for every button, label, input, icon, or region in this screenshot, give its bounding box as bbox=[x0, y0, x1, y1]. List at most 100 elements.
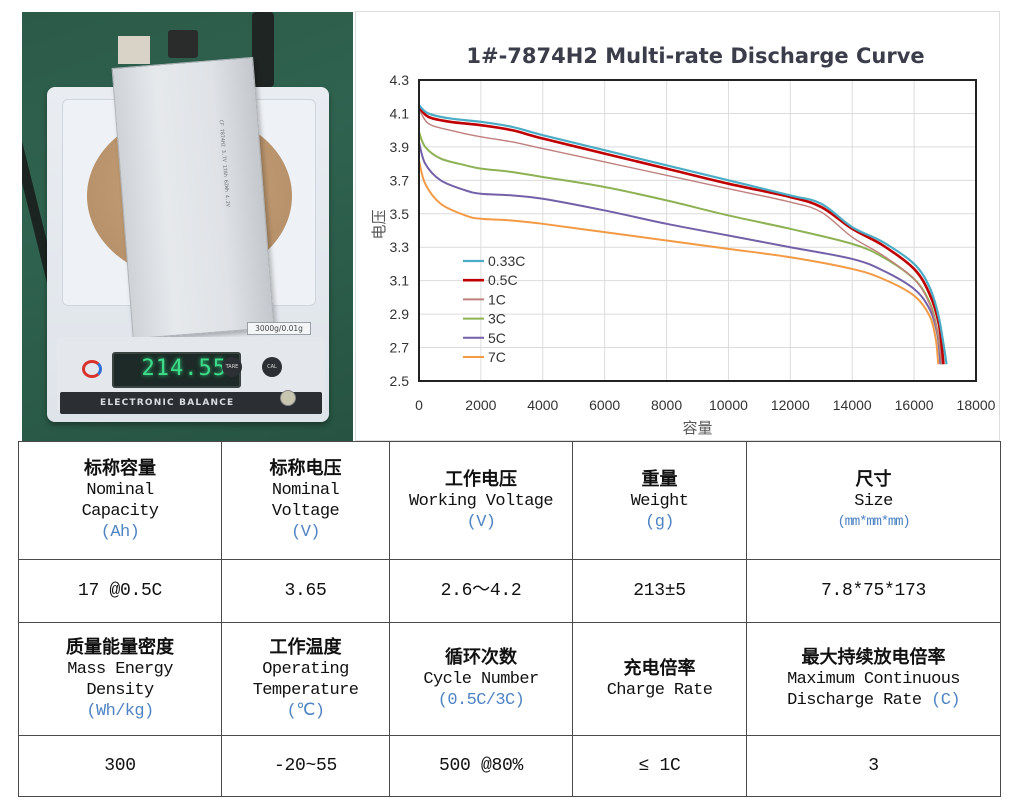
header-en: Discharge Rate (C) bbox=[747, 690, 1000, 711]
header-nominal-capacity: 标称容量 Nominal Capacity (Ah) bbox=[18, 441, 222, 560]
header-weight: 重量 Weight (g) bbox=[572, 441, 747, 560]
header-unit: (Ah) bbox=[100, 523, 140, 542]
value-operating-temperature: -20~55 bbox=[221, 735, 390, 797]
x-tick-label: 16000 bbox=[895, 397, 934, 413]
power-cable bbox=[252, 12, 274, 87]
scale-brand-text: ELECTRONIC BALANCE bbox=[100, 398, 235, 408]
header-zh: 充电倍率 bbox=[623, 657, 696, 679]
spec-value-row-1: 17 @0.5C 3.65 2.6～4.2 213±5 7.8*75*173 bbox=[18, 559, 1001, 623]
header-zh: 标称电压 bbox=[269, 458, 342, 479]
x-tick-label: 8000 bbox=[651, 397, 682, 413]
header-en: Nominal bbox=[86, 481, 154, 500]
y-tick-label: 2.9 bbox=[390, 306, 410, 322]
y-axis-ticks: 4.3 4.1 3.9 3.7 3.5 3.3 3.1 2.9 2.7 2.5 bbox=[390, 72, 410, 389]
header-working-voltage: 工作电压 Working Voltage (V) bbox=[389, 441, 573, 560]
header-en: Temperature bbox=[252, 680, 359, 700]
header-en: Mass Energy bbox=[67, 659, 173, 679]
header-en: Nominal bbox=[271, 481, 340, 500]
header-cycle-number: 循环次数 Cycle Number (0.5C/3C) bbox=[389, 622, 573, 736]
header-zh: 重量 bbox=[641, 468, 678, 490]
header-en: Voltage bbox=[271, 502, 340, 521]
value-weight: 213±5 bbox=[572, 559, 747, 623]
header-unit: (V) bbox=[291, 523, 320, 542]
header-unit: (C) bbox=[931, 691, 960, 710]
header-en: Weight bbox=[630, 491, 689, 511]
header-unit: (Wh/kg) bbox=[86, 701, 154, 721]
value-nominal-capacity: 17 @0.5C bbox=[18, 559, 222, 623]
x-tick-label: 6000 bbox=[589, 397, 620, 413]
header-en: Density bbox=[86, 680, 154, 700]
spec-table: 标称容量 Nominal Capacity (Ah) 标称电压 Nominal … bbox=[18, 441, 1001, 797]
header-operating-temperature: 工作温度 Operating Temperature (℃) bbox=[221, 622, 390, 736]
x-tick-label: 14000 bbox=[833, 397, 872, 413]
header-zh: 工作温度 bbox=[269, 636, 342, 658]
header-zh: 循环次数 bbox=[445, 647, 517, 668]
y-tick-label: 2.7 bbox=[390, 340, 410, 356]
series-line-7C bbox=[418, 160, 940, 365]
header-mass-energy-density: 质量能量密度 Mass Energy Density (Wh/kg) bbox=[18, 622, 222, 736]
header-unit: (V) bbox=[466, 512, 496, 532]
x-tick-label: 4000 bbox=[527, 397, 558, 413]
y-tick-label: 4.3 bbox=[390, 72, 410, 88]
header-size: 尺寸 Size (mm*mm*mm) bbox=[746, 441, 1001, 560]
y-tick-label: 3.9 bbox=[390, 139, 410, 155]
y-tick-label: 3.7 bbox=[390, 172, 410, 188]
scale-brand-strip bbox=[60, 392, 322, 414]
header-en-text: Discharge Rate bbox=[787, 691, 922, 710]
header-nominal-voltage: 标称电压 Nominal Voltage (V) bbox=[221, 441, 390, 560]
header-zh: 质量能量密度 bbox=[66, 636, 174, 658]
value-nominal-voltage: 3.65 bbox=[221, 559, 390, 623]
header-en: Capacity bbox=[81, 502, 159, 521]
scale-reading: 214.55 bbox=[141, 356, 227, 381]
x-tick-label: 10000 bbox=[709, 397, 748, 413]
series-line-0.5C bbox=[417, 105, 945, 365]
series-line-5C bbox=[418, 141, 942, 365]
header-en: Maximum Continuous bbox=[787, 670, 960, 689]
value-cycle-number: 500 @80% bbox=[389, 735, 573, 797]
x-tick-label: 12000 bbox=[771, 397, 810, 413]
x-tick-label: 0 bbox=[415, 397, 423, 413]
legend-label: 5C bbox=[488, 330, 506, 346]
x-tick-label: 2000 bbox=[465, 397, 496, 413]
header-unit: (mm*mm*mm) bbox=[837, 513, 910, 530]
value-mass-energy-density: 300 bbox=[18, 735, 222, 797]
header-en: Cycle Number bbox=[423, 670, 539, 689]
chart-legend: 0.33C 0.5C 1C 3C 5C 7C bbox=[463, 253, 525, 365]
plot-frame bbox=[418, 79, 977, 382]
series-line-0.33C bbox=[418, 104, 948, 365]
header-zh: 尺寸 bbox=[855, 468, 892, 490]
battery-tab-positive bbox=[118, 36, 150, 64]
header-unit: (0.5C/3C) bbox=[437, 691, 525, 710]
battery-tab-negative bbox=[168, 30, 198, 58]
legend-label: 3C bbox=[488, 311, 506, 327]
header-charge-rate: 充电倍率 Charge Rate bbox=[572, 622, 747, 736]
chart-series bbox=[417, 104, 948, 365]
header-zh: 工作电压 bbox=[445, 468, 517, 490]
y-tick-label: 4.1 bbox=[390, 105, 410, 121]
header-en: Working Voltage bbox=[408, 491, 554, 511]
header-unit: (g) bbox=[645, 512, 674, 532]
y-tick-label: 3.3 bbox=[390, 239, 410, 255]
x-axis-ticks: 0 2000 4000 6000 8000 10000 12000 14000 16000 180… bbox=[415, 397, 996, 413]
x-tick-label: 18000 bbox=[957, 397, 996, 413]
scale-capacity-label: 3000g/0.01g bbox=[247, 322, 311, 335]
scale-display: 214.55 bbox=[112, 352, 241, 388]
spec-header-row-2: 质量能量密度 Mass Energy Density (Wh/kg) 工作温度 … bbox=[18, 622, 1001, 736]
tare-button: TARE bbox=[222, 357, 242, 377]
spec-value-row-2: 300 -20~55 500 @80% ≤ 1C 3 bbox=[18, 735, 1001, 797]
value-working-voltage: 2.6～4.2 bbox=[389, 559, 573, 623]
header-zh: 标称容量 bbox=[84, 458, 156, 479]
legend-label: 0.33C bbox=[488, 253, 525, 269]
header-en: Operating bbox=[262, 659, 349, 679]
header-max-continuous-discharge-rate: 最大持续放电倍率 Maximum Continuous Discharge Ra… bbox=[746, 622, 1001, 736]
legend-label: 0.5C bbox=[488, 272, 518, 288]
value-charge-rate: ≤ 1C bbox=[572, 735, 747, 797]
header-en: Size bbox=[854, 491, 893, 511]
x-axis-label: 容量 bbox=[682, 419, 712, 437]
spec-header-row-1: 标称容量 Nominal Capacity (Ah) 标称电压 Nominal … bbox=[18, 441, 1001, 560]
header-en: Charge Rate bbox=[606, 680, 713, 700]
value-size: 7.8*75*173 bbox=[746, 559, 1001, 623]
header-zh: 最大持续放电倍率 bbox=[801, 647, 946, 668]
legend-label: 7C bbox=[488, 349, 506, 365]
y-tick-label: 3.5 bbox=[390, 206, 410, 222]
